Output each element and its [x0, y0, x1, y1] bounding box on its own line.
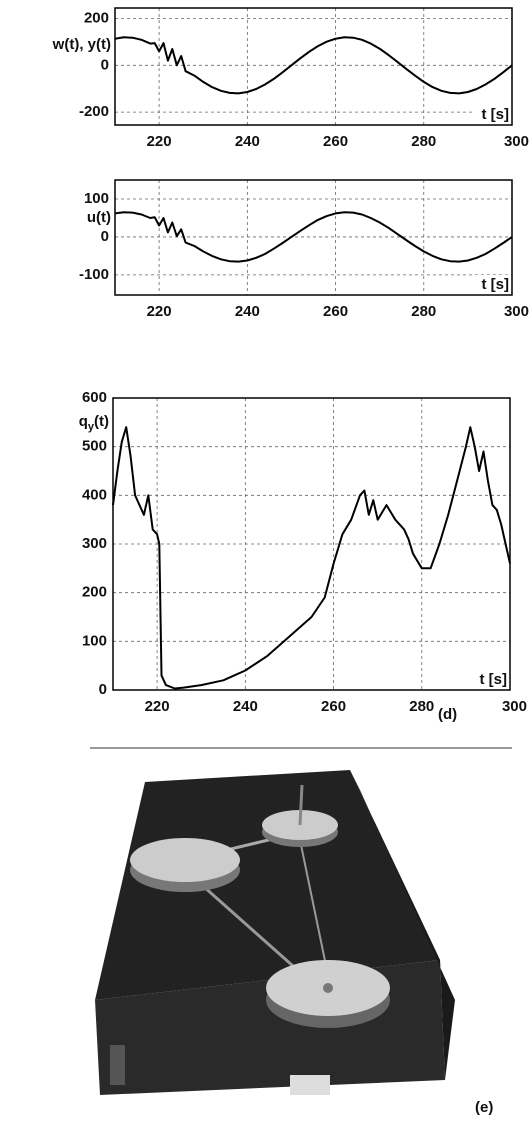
- x-tick-label: 220: [145, 698, 170, 715]
- y-tick-label: 500: [82, 438, 107, 455]
- figure: (e) -200 0 200 220 240 260 280 300 t [s] w(t), y(…: [0, 0, 532, 1125]
- y-tick-label: 100: [84, 190, 109, 207]
- y-tick-label: 200: [84, 9, 109, 26]
- pulley: [130, 838, 240, 882]
- page: (e) -200 0 200 220 240 260 280 300 t [s] w(t), y(…: [0, 0, 532, 1125]
- x-tick-label: 240: [235, 133, 260, 150]
- y-axis-label-part: q: [79, 413, 88, 430]
- x-tick-label: 280: [411, 133, 436, 150]
- switch: [110, 1045, 125, 1085]
- y-axis-label-part: (t): [94, 413, 109, 430]
- y-tick-label: 200: [82, 584, 107, 601]
- y-tick-label: 300: [82, 535, 107, 552]
- x-tick-label: 300: [504, 303, 529, 320]
- y-tick-label: 100: [82, 632, 107, 649]
- photo: [95, 770, 455, 1095]
- x-tick-label: 240: [233, 698, 258, 715]
- y-tick-label: 0: [101, 228, 109, 245]
- y-tick-label: -100: [79, 266, 109, 283]
- x-tick-label: 280: [411, 303, 436, 320]
- x-tick-label: 260: [321, 698, 346, 715]
- x-axis-label: t [s]: [482, 106, 510, 123]
- x-tick-label: 220: [147, 303, 172, 320]
- plot-background: [115, 180, 512, 295]
- y-axis-label: qy(t): [79, 413, 109, 433]
- y-tick-label: 0: [101, 56, 109, 73]
- x-tick-label: 240: [235, 303, 260, 320]
- y-tick-label: -200: [79, 103, 109, 120]
- plot-background: [115, 8, 512, 125]
- hub: [323, 983, 333, 993]
- shaft: [300, 785, 302, 825]
- y-tick-label: 600: [82, 389, 107, 406]
- y-tick-label: 0: [99, 681, 107, 698]
- x-tick-label: 280: [409, 698, 434, 715]
- x-axis-label: t [s]: [480, 671, 508, 688]
- y-axis-label: u(t): [87, 209, 111, 226]
- panel-label: (e): [475, 1099, 493, 1116]
- x-tick-label: 260: [323, 133, 348, 150]
- x-tick-label: 300: [502, 698, 527, 715]
- connector: [290, 1075, 330, 1095]
- x-tick-label: 260: [323, 303, 348, 320]
- x-tick-label: 300: [504, 133, 529, 150]
- panel-label: (d): [438, 706, 457, 723]
- x-tick-label: 220: [147, 133, 172, 150]
- y-axis-label: w(t), y(t): [52, 36, 111, 53]
- y-tick-label: 400: [82, 486, 107, 503]
- x-axis-label: t [s]: [482, 276, 510, 293]
